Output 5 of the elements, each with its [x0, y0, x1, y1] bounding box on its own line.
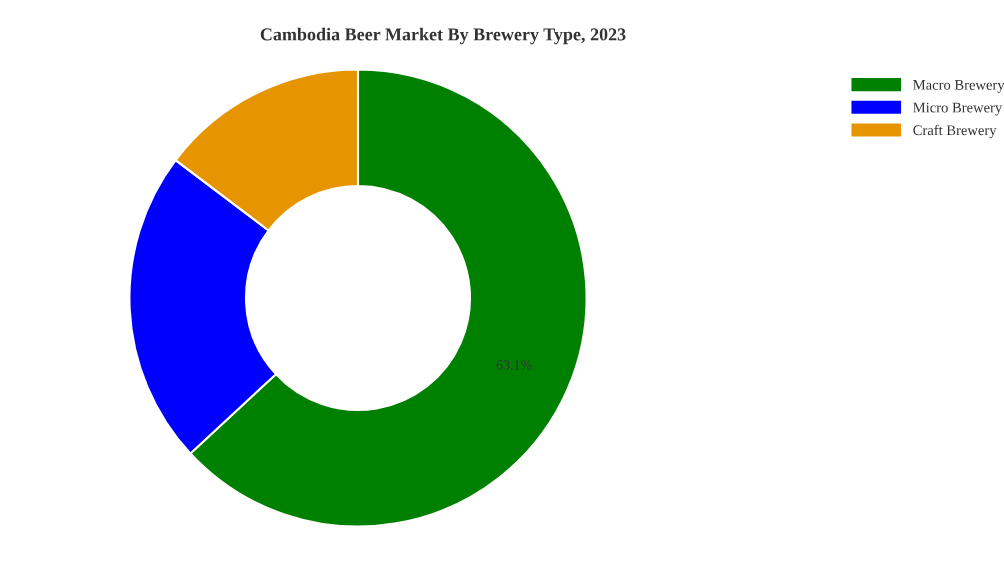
legend-label: Micro Brewery	[913, 102, 1003, 116]
data-label: 63.1%	[496, 360, 532, 370]
chart-title: Cambodia Beer Market By Brewery Type, 2023	[260, 27, 626, 45]
legend-label: Macro Brewery	[913, 80, 1004, 93]
legend-label: Craft Brewery	[913, 124, 997, 139]
